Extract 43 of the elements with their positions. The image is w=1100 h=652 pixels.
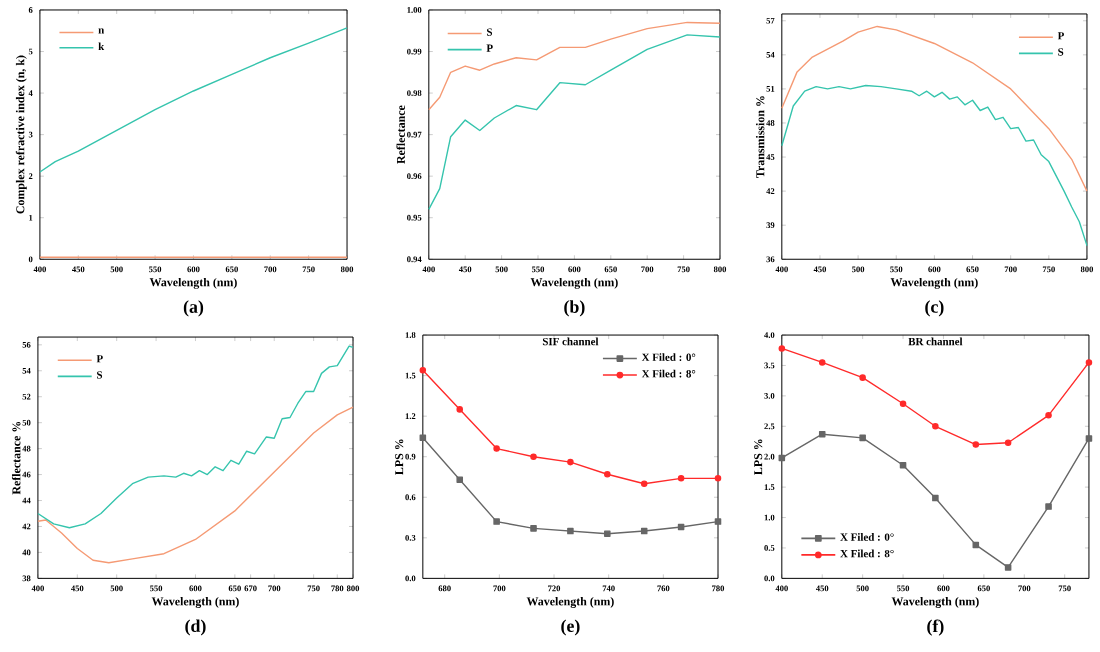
line-series	[781, 25, 1088, 192]
text: (a)	[183, 300, 204, 317]
point	[1085, 359, 1093, 366]
point	[604, 470, 611, 478]
line-series	[428, 21, 721, 111]
point	[604, 530, 611, 537]
point	[818, 430, 826, 438]
point	[567, 527, 574, 535]
point	[818, 359, 826, 366]
point	[778, 345, 786, 352]
point	[714, 474, 722, 482]
line-series	[39, 27, 348, 173]
point	[456, 406, 464, 413]
point	[972, 441, 980, 448]
text: (d)	[185, 619, 206, 636]
point	[899, 461, 907, 469]
text: (e)	[561, 619, 580, 636]
text: (c)	[925, 300, 944, 317]
point	[859, 434, 866, 442]
point	[1045, 503, 1052, 510]
point	[1004, 564, 1012, 571]
point	[493, 445, 500, 452]
point	[456, 476, 464, 483]
line-series	[37, 345, 354, 529]
point	[932, 422, 939, 430]
text: (f)	[927, 619, 944, 636]
point	[714, 518, 722, 525]
point	[530, 525, 537, 532]
point	[677, 474, 685, 482]
point	[640, 480, 648, 487]
point	[493, 518, 500, 525]
point	[1045, 412, 1052, 419]
text: (b)	[564, 300, 585, 317]
point	[859, 374, 866, 381]
point	[419, 366, 427, 374]
point	[1085, 435, 1093, 442]
point	[932, 494, 939, 502]
line-series	[37, 406, 354, 564]
point	[530, 453, 537, 460]
line-series	[428, 34, 721, 211]
point	[899, 400, 907, 408]
point	[1004, 439, 1012, 446]
point	[567, 458, 574, 466]
